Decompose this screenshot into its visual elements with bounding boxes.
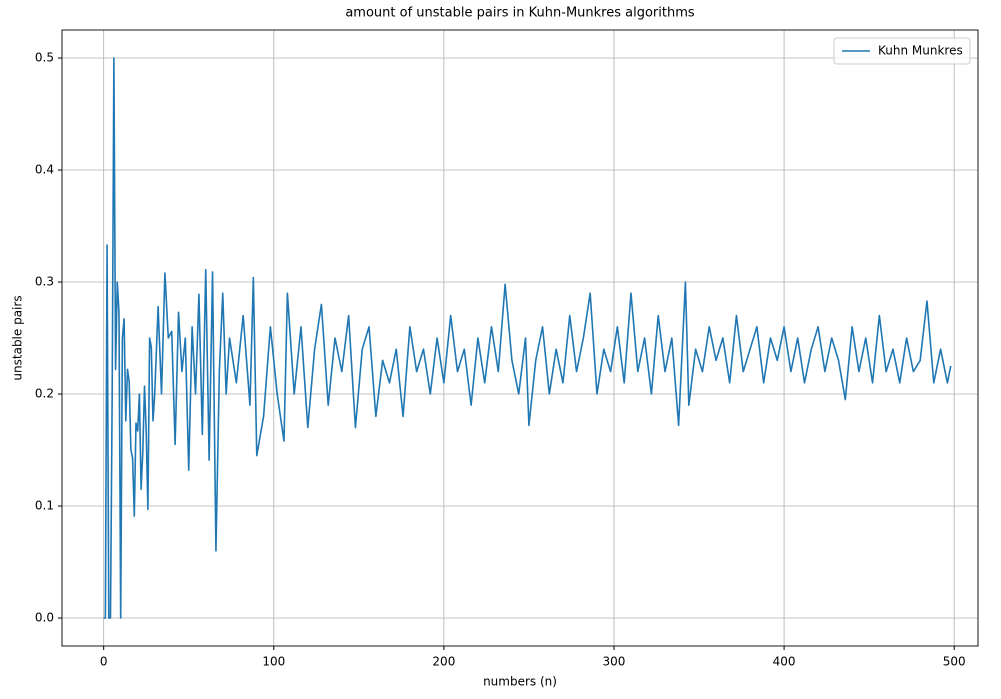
x-tick-label: 100 xyxy=(262,655,285,669)
x-tick-label: 500 xyxy=(943,655,966,669)
y-tick-label: 0.5 xyxy=(35,51,54,65)
x-tick-label: 200 xyxy=(432,655,455,669)
x-axis-label: numbers (n) xyxy=(483,675,557,689)
y-axis-label: unstable pairs xyxy=(11,295,25,380)
x-tick-label: 300 xyxy=(603,655,626,669)
x-tick-label: 400 xyxy=(773,655,796,669)
y-tick-label: 0.0 xyxy=(35,611,54,625)
chart-title: amount of unstable pairs in Kuhn-Munkres… xyxy=(345,6,695,21)
y-tick-label: 0.1 xyxy=(35,499,54,513)
x-tick-label: 0 xyxy=(100,655,108,669)
y-tick-label: 0.2 xyxy=(35,387,54,401)
axes-frame xyxy=(61,29,979,647)
data-line xyxy=(103,57,952,619)
legend-box xyxy=(833,37,971,65)
y-tick-label: 0.4 xyxy=(35,163,54,177)
legend-label: Kuhn Munkres xyxy=(878,44,963,58)
y-tick-label: 0.3 xyxy=(35,275,54,289)
